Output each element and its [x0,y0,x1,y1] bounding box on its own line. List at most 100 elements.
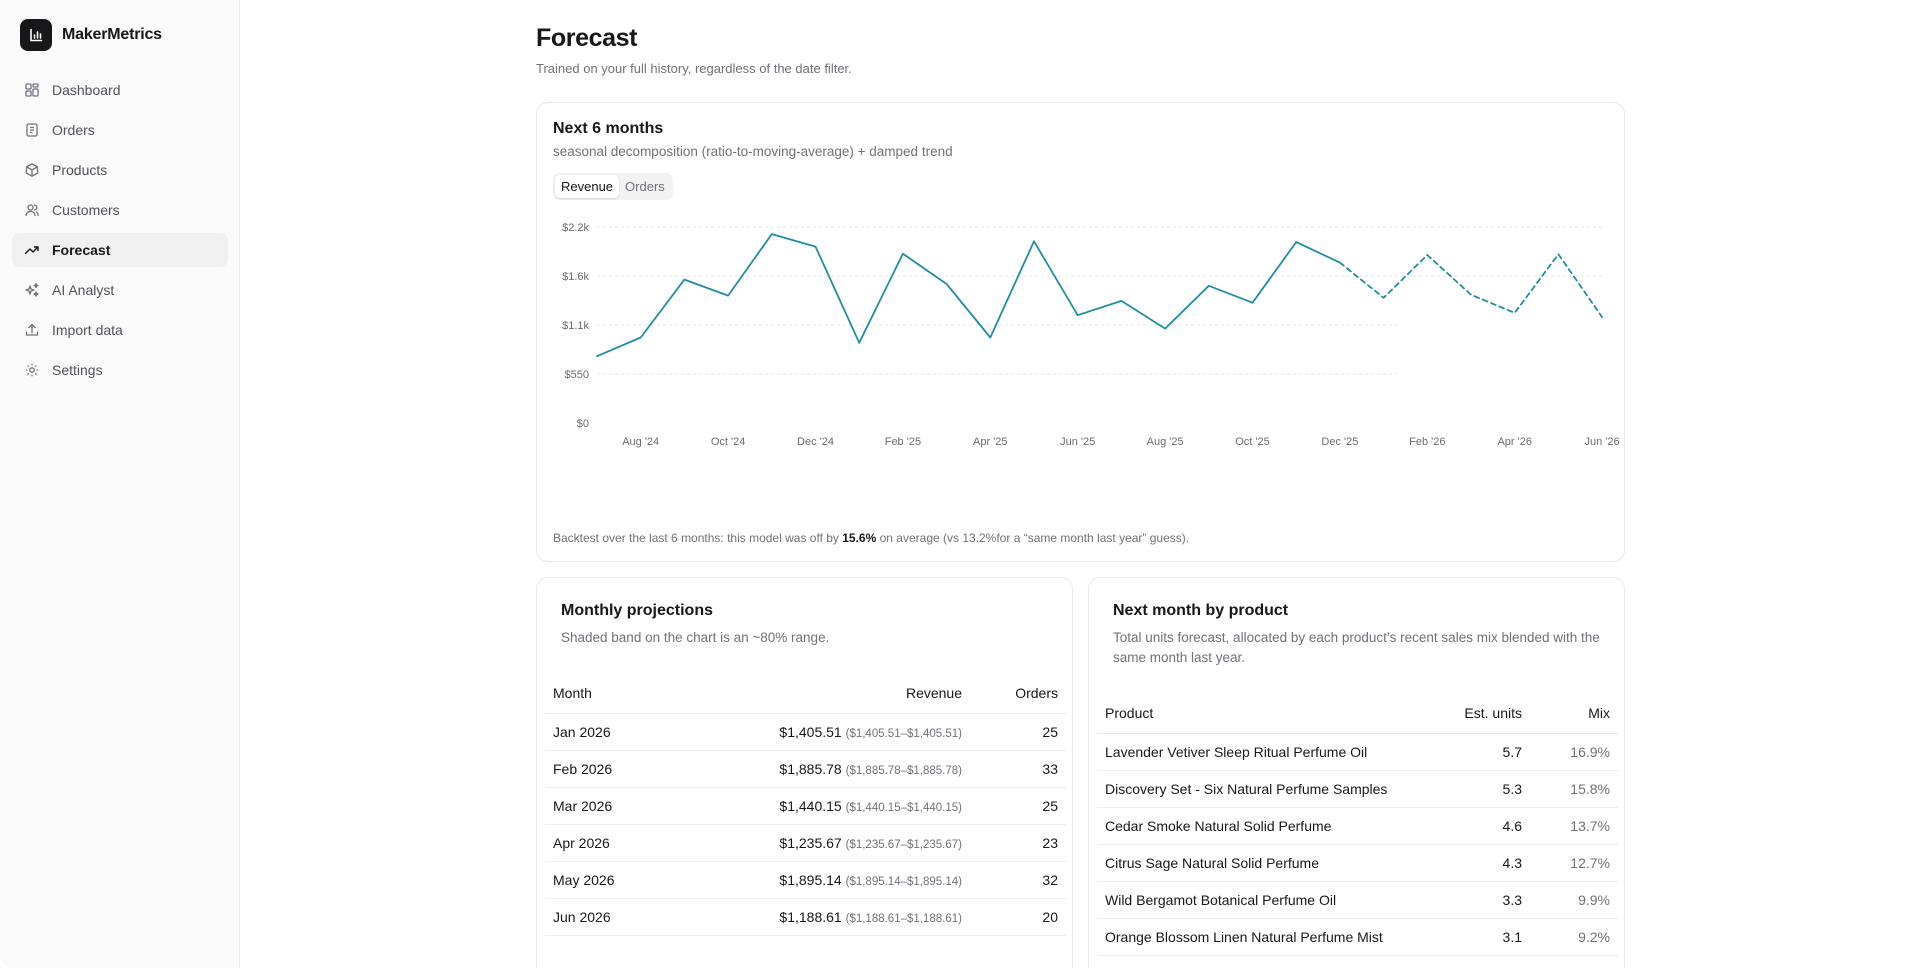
gear-icon [25,363,39,377]
products-table: Product Est. units Mix Lavender Vetiver … [1097,693,1618,956]
forecast-series-line [1339,253,1603,318]
revenue-range: ($1,235.67–$1,235.67) [845,838,962,851]
column-header-month: Month [545,673,665,714]
table-row: Discovery Set - Six Natural Perfume Samp… [1097,770,1618,808]
package-icon [25,163,39,177]
mix-cell: 15.8% [1530,770,1618,808]
month-cell: Jan 2026 [545,713,665,751]
backtest-prefix: Backtest over the last 6 months: this mo… [553,531,843,545]
orders-cell: 25 [970,713,1066,751]
dashboard-icon [25,83,39,97]
sidebar-item-settings[interactable]: Settings [12,353,228,387]
month-cell: Jun 2026 [545,898,665,936]
sidebar-item-label: Customers [52,202,120,218]
units-cell: 5.7 [1444,733,1530,771]
revenue-cell: $1,895.14 ($1,895.14–$1,895.14) [664,861,970,899]
units-cell: 3.3 [1444,881,1530,919]
x-tick-label: Jun '25 [1060,436,1095,448]
revenue-cell: $1,188.61 ($1,188.61–$1,188.61) [664,898,970,936]
x-tick-label: Dec '24 [797,436,834,448]
page-title: Forecast [536,24,638,52]
projections-table: Month Revenue Orders Jan 2026 $1,405.51 (… [545,673,1066,936]
brand[interactable]: MakerMetrics [20,19,162,51]
x-tick-label: Apr '25 [973,436,1008,448]
revenue-value: $1,885.78 [779,760,842,777]
table-header-row: Product Est. units Mix [1097,693,1618,734]
x-tick-label: Apr '26 [1497,436,1532,448]
table-row: Jan 2026 $1,405.51 ($1,405.51–$1,405.51) 2… [545,713,1066,751]
revenue-value: $1,895.14 [779,871,842,888]
product-cell: Wild Bergamot Botanical Perfume Oil [1097,881,1445,919]
product-cell: Cedar Smoke Natural Solid Perfume [1097,807,1445,845]
toggle-orders[interactable]: Orders [625,179,665,194]
page-subtitle: Trained on your full history, regardless… [536,61,852,76]
y-tick-label: $2.2k [562,222,589,234]
sidebar-item-label: Orders [52,122,95,138]
sparkles-icon [25,282,39,297]
product-cell: Citrus Sage Natural Solid Perfume [1097,844,1445,882]
forecast-card-title: Next 6 months [553,120,664,137]
y-tick-label: $1.6k [562,271,589,283]
sidebar-item-label: Products [52,162,108,178]
month-cell: Mar 2026 [545,787,665,825]
sidebar-item-ai-analyst[interactable]: AI Analyst [12,273,228,307]
sidebar-item-label: Settings [52,362,103,378]
column-header-product: Product [1097,693,1445,734]
revenue-cell: $1,885.78 ($1,885.78–$1,885.78) [664,750,970,788]
revenue-cell: $1,405.51 ($1,405.51–$1,405.51) [664,713,970,751]
metric-toggle: Revenue Orders [553,173,673,200]
mix-cell: 9.9% [1530,881,1618,919]
actual-series-line [596,233,1341,358]
mix-cell: 16.9% [1530,733,1618,771]
revenue-cell: $1,440.15 ($1,440.15–$1,440.15) [664,787,970,825]
products-title: Next month by product [1113,602,1289,619]
table-header-row: Month Revenue Orders [545,673,1066,714]
revenue-range: ($1,885.78–$1,885.78) [845,764,962,777]
revenue-range: ($1,440.15–$1,440.15) [845,801,962,814]
column-header-orders: Orders [970,673,1066,714]
sidebar-item-customers[interactable]: Customers [12,193,228,227]
units-cell: 4.3 [1444,844,1530,882]
table-row: May 2026 $1,895.14 ($1,895.14–$1,895.14) 3… [545,861,1066,899]
mix-cell: 12.7% [1530,844,1618,882]
brand-name: MakerMetrics [62,26,162,43]
receipt-icon [26,123,38,137]
sidebar-item-products[interactable]: Products [12,153,228,187]
revenue-value: $1,440.15 [779,797,842,814]
sidebar-item-forecast[interactable]: Forecast [12,233,228,267]
projections-title: Monthly projections [561,602,713,619]
sidebar-nav: Dashboard Orders Products Customers Fore… [12,73,228,393]
upload-icon [25,323,39,336]
products-subtitle: Total units forecast, allocated by each … [1113,630,1600,665]
orders-cell: 20 [970,898,1066,936]
revenue-value: $1,405.51 [779,723,842,740]
x-tick-label: Feb '25 [885,436,921,448]
sidebar-item-orders[interactable]: Orders [12,113,228,147]
revenue-range: ($1,405.51–$1,405.51) [845,727,962,740]
toggle-revenue[interactable]: Revenue [555,175,620,198]
monthly-projections-card: Monthly projections Shaded band on the c… [536,577,1073,968]
table-row: Orange Blossom Linen Natural Perfume Mis… [1097,918,1618,956]
x-tick-label: Aug '25 [1147,436,1184,448]
sidebar-item-label: Forecast [52,242,111,258]
sidebar-item-import-data[interactable]: Import data [12,313,228,347]
x-tick-label: Jun '26 [1585,436,1620,448]
month-cell: Apr 2026 [545,824,665,862]
month-cell: Feb 2026 [545,750,665,788]
product-cell: Lavender Vetiver Sleep Ritual Perfume Oi… [1097,733,1445,771]
sidebar-item-dashboard[interactable]: Dashboard [12,73,228,107]
table-row: Cedar Smoke Natural Solid Perfume 4.6 13.7… [1097,807,1618,845]
sidebar-item-label: AI Analyst [52,282,115,298]
backtest-suffix: on average (vs 13.2%for a “same month la… [876,531,1190,545]
forecast-line-chart: $0 $550 $1.1k $1.6k $2.2k Aug '24 Oct '24 Dec '… [562,222,1620,448]
table-row: Citrus Sage Natural Solid Perfume 4.3 12.7… [1097,844,1618,882]
projections-subtitle: Shaded band on the chart is an ~80% rang… [561,630,830,645]
product-cell: Orange Blossom Linen Natural Perfume Mis… [1097,918,1445,956]
orders-cell: 23 [970,824,1066,862]
table-row: Mar 2026 $1,440.15 ($1,440.15–$1,440.15) 2… [545,787,1066,825]
column-header-revenue: Revenue [664,673,970,714]
units-cell: 5.3 [1444,770,1530,808]
forecast-card: Next 6 months seasonal decomposition (ra… [536,102,1625,562]
column-header-mix: Mix [1530,693,1618,734]
x-tick-label: Oct '24 [711,436,746,448]
